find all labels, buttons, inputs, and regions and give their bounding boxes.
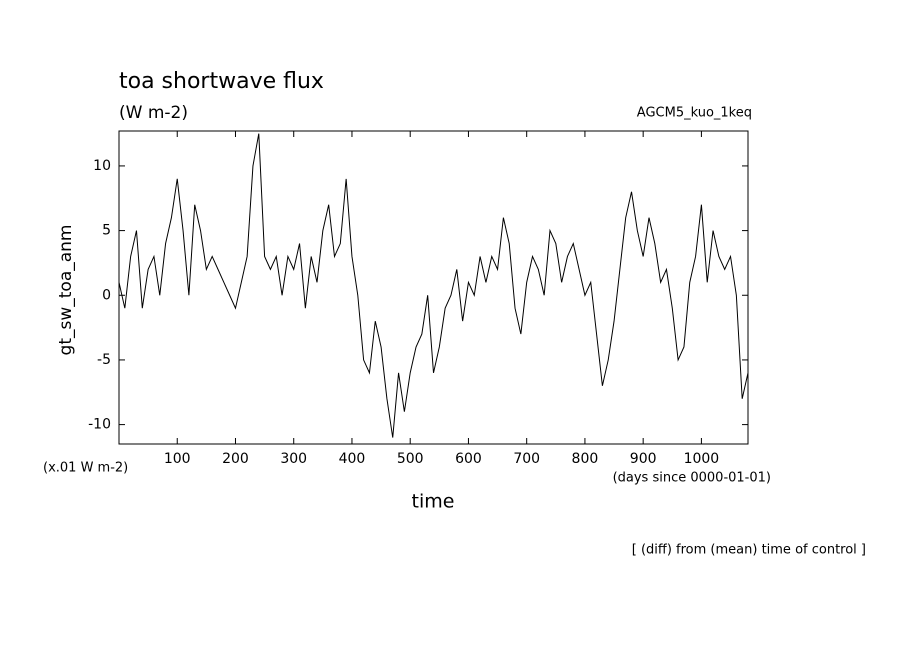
plot-frame — [118, 130, 749, 445]
data-line — [118, 133, 749, 438]
y-tick-label: 10 — [93, 158, 111, 174]
y-tick-label: -5 — [97, 352, 111, 368]
x-units: (days since 0000-01-01) — [613, 471, 771, 486]
x-axis-label: time — [412, 491, 455, 513]
x-tick-label: 100 — [164, 451, 191, 467]
x-tick-label: 200 — [222, 451, 249, 467]
x-tick-label: 500 — [397, 451, 424, 467]
x-tick-label: 600 — [455, 451, 482, 467]
footnote: [ (diff) from (mean) time of control ] — [632, 543, 866, 558]
y-tick-label: -10 — [88, 417, 111, 433]
x-tick-label: 300 — [280, 451, 307, 467]
y-axis-label: gt_sw_toa_anm — [56, 225, 76, 356]
units: (W m-2) — [119, 103, 188, 123]
chart-title: toa shortwave flux — [119, 69, 324, 94]
x-tick-label: 700 — [513, 451, 540, 467]
experiment-label: AGCM5_kuo_1keq — [637, 106, 752, 121]
x-tick-label: 1000 — [684, 451, 720, 467]
x-tick-label: 900 — [630, 451, 657, 467]
y-scale-note: (x.01 W m-2) — [43, 461, 128, 476]
x-tick-label: 800 — [572, 451, 599, 467]
y-tick-label: 5 — [102, 223, 111, 239]
x-tick-label: 400 — [339, 451, 366, 467]
y-tick-label: 0 — [102, 287, 111, 303]
